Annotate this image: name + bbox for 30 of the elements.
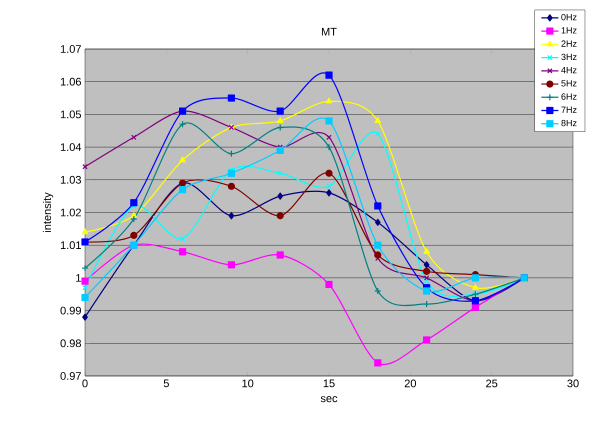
legend-label: 4Hz <box>561 66 577 74</box>
y-tick-label: 0.99 <box>60 306 81 314</box>
y-tick-label: 1.05 <box>60 110 81 118</box>
y-tick-label: 1.04 <box>60 143 82 151</box>
x-tick-label: 20 <box>404 380 416 388</box>
legend-label: 0Hz <box>561 14 577 20</box>
x-tick-label: 0 <box>82 380 88 388</box>
x-tick-label: 25 <box>486 380 498 388</box>
x-tick-label: 5 <box>164 380 169 388</box>
legend-label: 8Hz <box>561 120 577 126</box>
x-tick-label: 10 <box>242 380 254 388</box>
legend-label: 1Hz <box>562 27 577 34</box>
y-tick-label: 0.98 <box>60 339 81 348</box>
chart-title: MT <box>322 28 337 36</box>
y-tick-label: 0.97 <box>60 372 81 380</box>
y-axis-title: intensity <box>42 192 54 232</box>
legend-label: 7Hz <box>561 106 577 113</box>
legend-label: 3Hz <box>561 54 577 60</box>
y-tick-label: 1.06 <box>60 78 81 86</box>
x-tick-label: 15 <box>324 380 335 388</box>
y-tick-label: 1.07 <box>60 45 81 53</box>
y-tick-label: 1.01 <box>60 241 81 250</box>
legend-label: 5Hz <box>561 80 577 86</box>
legend-label: 2Hz <box>561 40 577 47</box>
y-tick-label: 1.02 <box>60 208 81 216</box>
x-tick-label: 30 <box>567 380 579 388</box>
legend-label: 6Hz <box>561 93 577 100</box>
y-tick-label: 1 <box>76 274 81 282</box>
x-axis-title: sec <box>320 396 338 402</box>
y-tick-label: 1.03 <box>60 176 81 184</box>
